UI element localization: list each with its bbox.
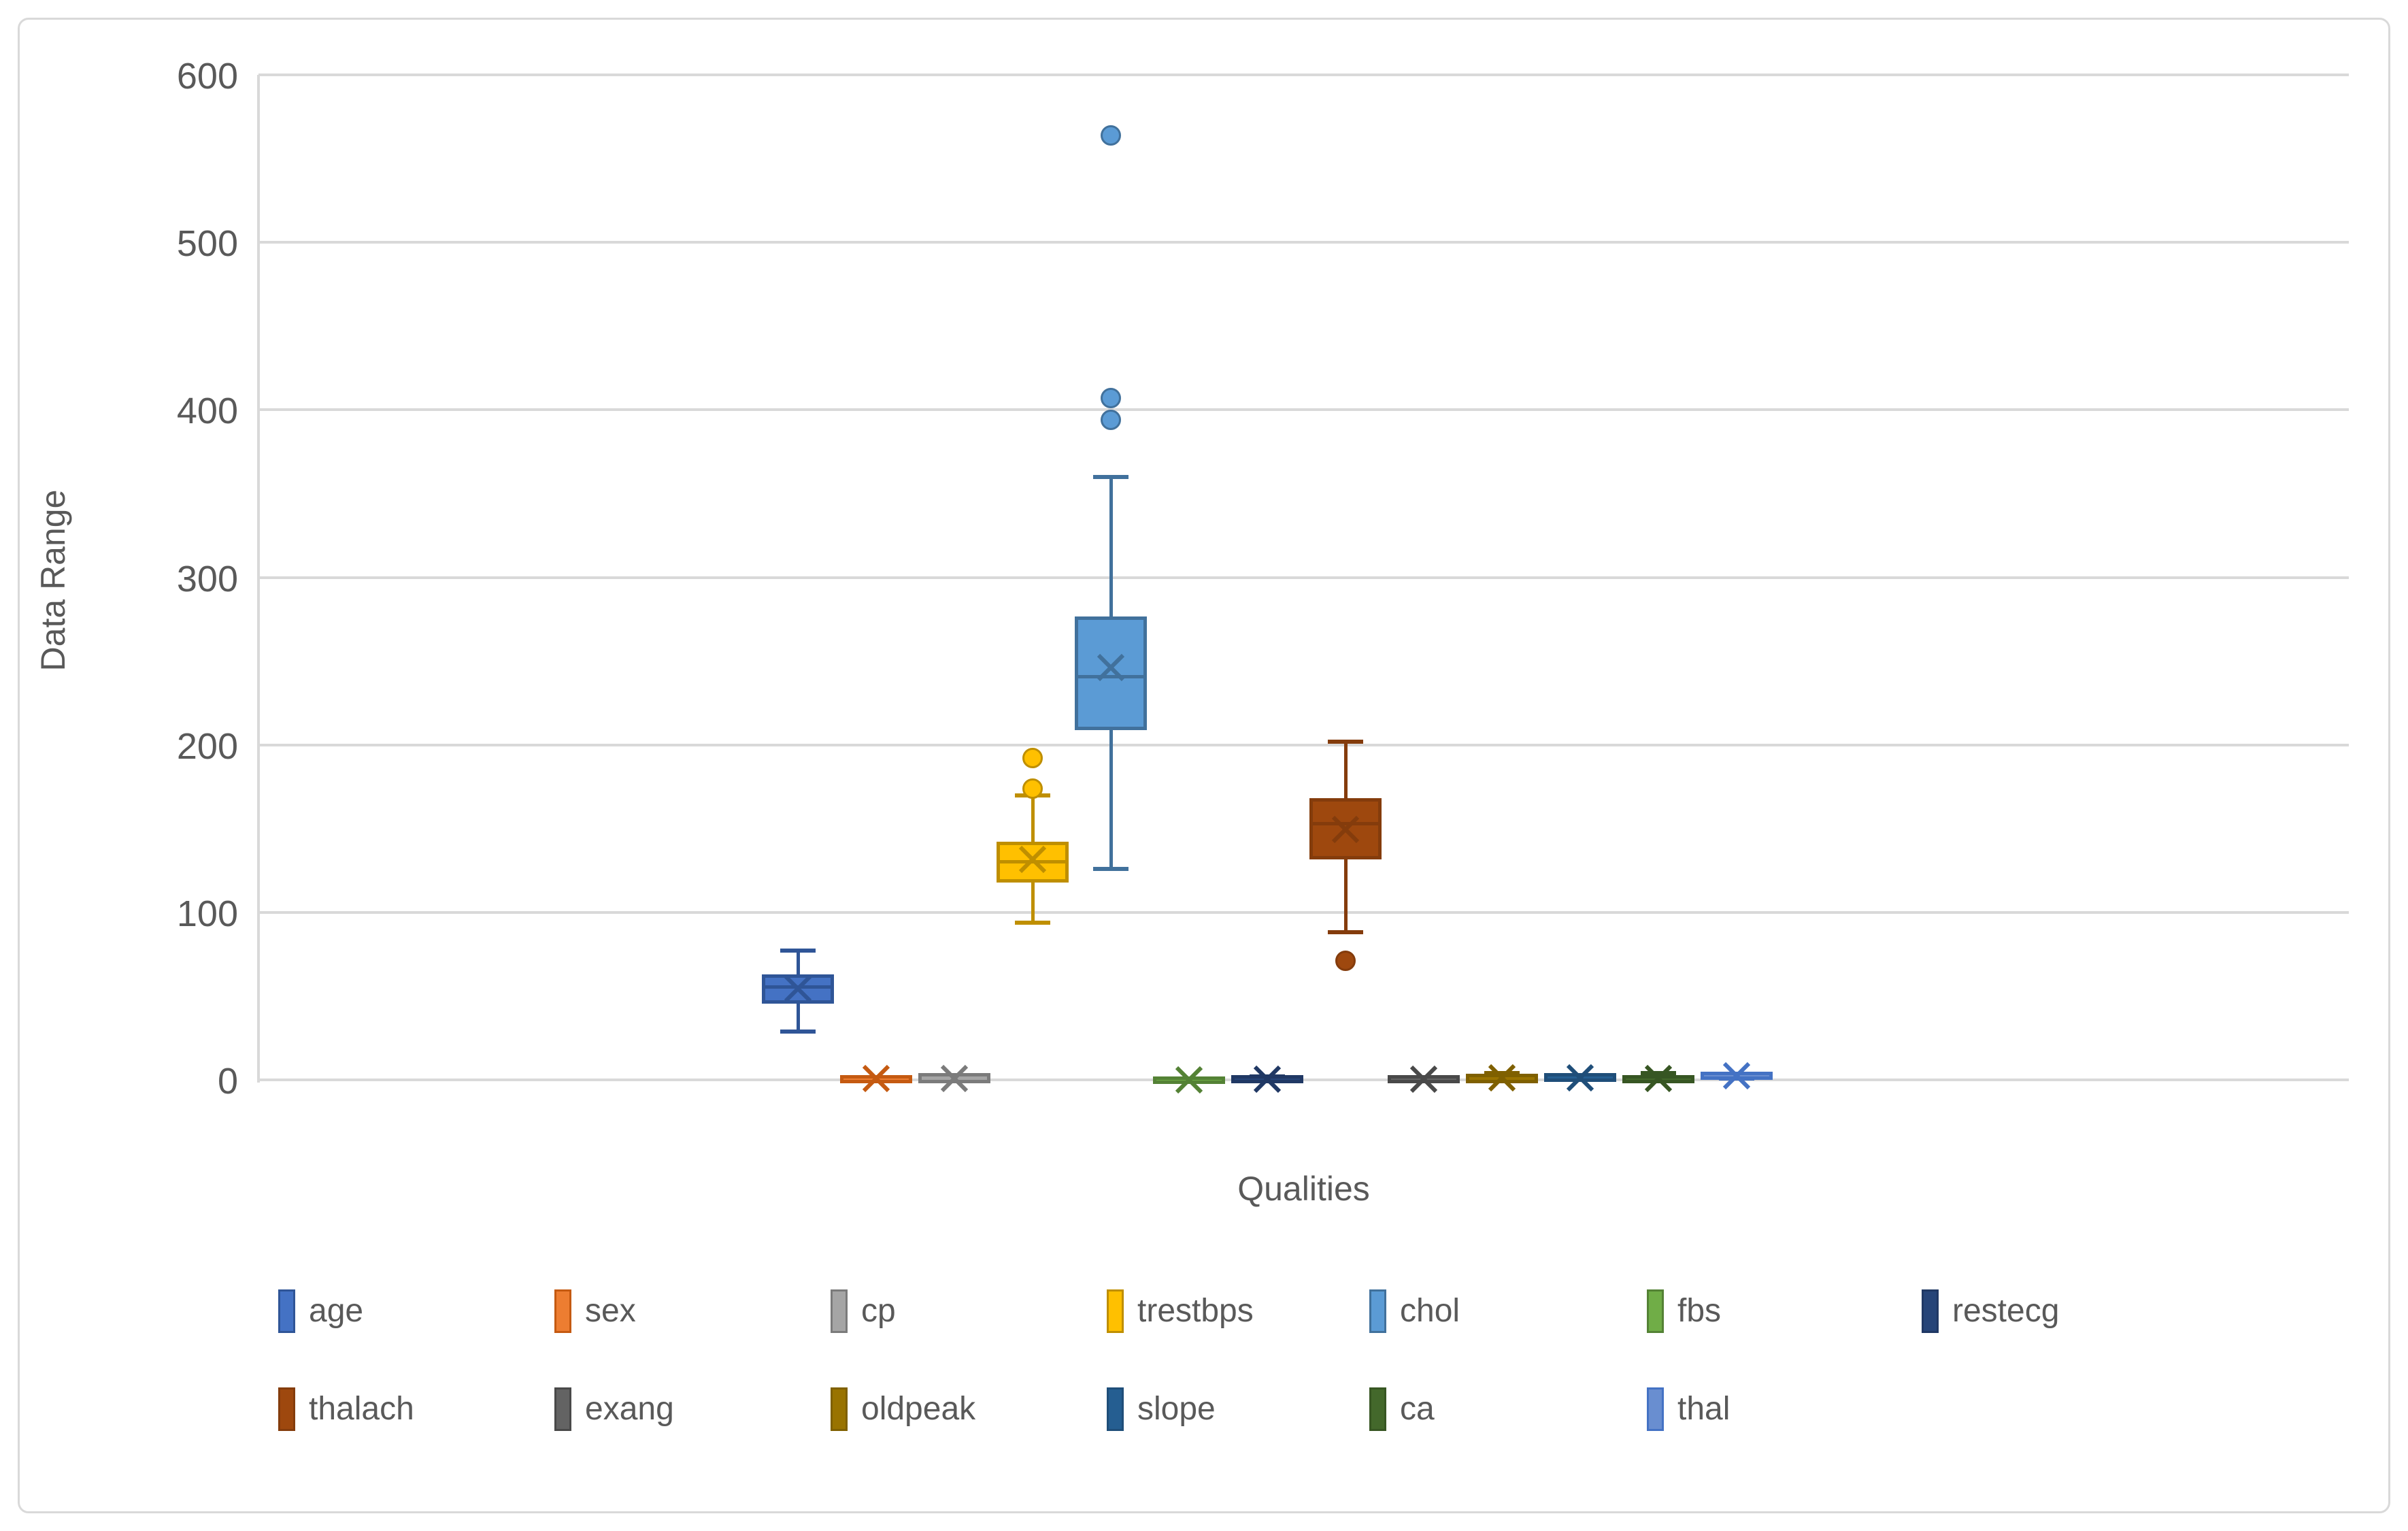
legend-item-cp: cp <box>831 1287 896 1335</box>
y-tick-label-200: 200 <box>176 725 238 767</box>
legend-item-trestbps: trestbps <box>1107 1287 1254 1335</box>
gridline-0 <box>258 1079 2349 1081</box>
series-age-cap-max <box>780 949 816 953</box>
y-tick-label-500: 500 <box>176 223 238 265</box>
legend-item-restecg: restecg <box>1922 1287 2059 1335</box>
series-chol-median <box>1078 675 1143 679</box>
legend-swatch-thalach <box>278 1387 295 1431</box>
legend-swatch-age <box>278 1289 295 1333</box>
series-sex-mean-marker <box>861 1064 891 1097</box>
legend-item-oldpeak: oldpeak <box>831 1385 975 1433</box>
legend-swatch-exang <box>554 1387 571 1431</box>
series-thalach-box <box>1309 798 1382 860</box>
x-axis-title: Qualities <box>1237 1170 1370 1208</box>
gridline-300 <box>258 576 2349 579</box>
legend-label-trestbps: trestbps <box>1137 1293 1254 1329</box>
legend-label-age: age <box>309 1293 364 1329</box>
series-trestbps-cap-min <box>1015 920 1050 925</box>
series-chol-outlier-2 <box>1101 125 1121 146</box>
series-oldpeak-cap-max <box>1484 1071 1520 1076</box>
series-thalach-cap-min <box>1328 930 1363 935</box>
legend-label-thal: thal <box>1677 1391 1730 1427</box>
legend-swatch-chol <box>1369 1289 1386 1333</box>
legend-label-oldpeak: oldpeak <box>861 1391 976 1427</box>
y-axis-line <box>257 75 260 1083</box>
legend-item-ca: ca <box>1369 1385 1435 1433</box>
legend-swatch-sex <box>554 1289 571 1333</box>
legend-swatch-restecg <box>1922 1289 1939 1333</box>
legend-item-slope: slope <box>1107 1385 1216 1433</box>
legend-item-thalach: thalach <box>278 1385 414 1433</box>
legend-item-age: age <box>278 1287 363 1335</box>
legend-label-restecg: restecg <box>1952 1293 2060 1329</box>
legend-label-sex: sex <box>585 1293 636 1329</box>
legend-item-sex: sex <box>554 1287 636 1335</box>
series-age-mean-marker <box>783 974 813 1007</box>
legend-label-ca: ca <box>1400 1391 1435 1427</box>
series-age-cap-min <box>780 1029 816 1034</box>
series-thalach-cap-max <box>1328 739 1363 744</box>
series-cp-mean-marker <box>939 1064 969 1097</box>
series-chol-mean-marker <box>1096 653 1126 686</box>
series-ca-cap-max <box>1641 1071 1676 1076</box>
series-oldpeak-mean-marker <box>1487 1063 1517 1096</box>
legend-swatch-ca <box>1369 1387 1386 1431</box>
series-trestbps-outlier-1 <box>1022 748 1043 769</box>
series-chol-cap-min <box>1093 866 1128 871</box>
legend-label-fbs: fbs <box>1677 1293 1722 1329</box>
legend-swatch-thal <box>1647 1387 1664 1431</box>
y-tick-label-0: 0 <box>217 1061 238 1102</box>
legend-label-cp: cp <box>861 1293 896 1329</box>
series-chol-outlier-0 <box>1101 410 1121 431</box>
legend-item-fbs: fbs <box>1647 1287 1721 1335</box>
legend-swatch-fbs <box>1647 1289 1664 1333</box>
legend-swatch-cp <box>831 1289 848 1333</box>
series-thalach-outlier-0 <box>1335 951 1356 972</box>
legend-label-slope: slope <box>1137 1391 1216 1427</box>
gridline-500 <box>258 241 2349 244</box>
legend-label-exang: exang <box>585 1391 674 1427</box>
gridline-200 <box>258 743 2349 746</box>
chart-border <box>18 18 2390 1513</box>
legend-item-chol: chol <box>1369 1287 1460 1335</box>
series-thalach-median <box>1313 821 1378 825</box>
series-thalach-mean-marker <box>1331 814 1360 848</box>
legend-item-exang: exang <box>554 1385 674 1433</box>
gridline-600 <box>258 73 2349 76</box>
gridline-100 <box>258 910 2349 914</box>
y-tick-label-600: 600 <box>176 56 238 97</box>
y-tick-label-100: 100 <box>176 893 238 934</box>
series-restecg-mean-marker <box>1252 1064 1282 1098</box>
series-chol-outlier-1 <box>1101 388 1121 409</box>
y-tick-label-300: 300 <box>176 558 238 599</box>
legend-label-thalach: thalach <box>309 1391 414 1427</box>
legend-item-thal: thal <box>1647 1385 1730 1433</box>
series-thal-mean-marker <box>1722 1061 1752 1094</box>
gridline-400 <box>258 408 2349 412</box>
series-fbs-mean-marker <box>1174 1065 1204 1098</box>
legend-swatch-trestbps <box>1107 1289 1124 1333</box>
y-axis-title: Data Range <box>34 489 72 671</box>
series-exang-mean-marker <box>1409 1064 1439 1098</box>
y-tick-label-400: 400 <box>176 391 238 432</box>
series-chol-box <box>1075 616 1147 730</box>
series-trestbps-outlier-0 <box>1022 778 1043 799</box>
legend-swatch-slope <box>1107 1387 1124 1431</box>
series-chol-cap-max <box>1093 474 1128 479</box>
series-ca-mean-marker <box>1643 1064 1673 1097</box>
legend-swatch-oldpeak <box>831 1387 848 1431</box>
series-slope-mean-marker <box>1565 1063 1595 1096</box>
series-trestbps-mean-marker <box>1018 844 1048 878</box>
legend-label-chol: chol <box>1400 1293 1460 1329</box>
